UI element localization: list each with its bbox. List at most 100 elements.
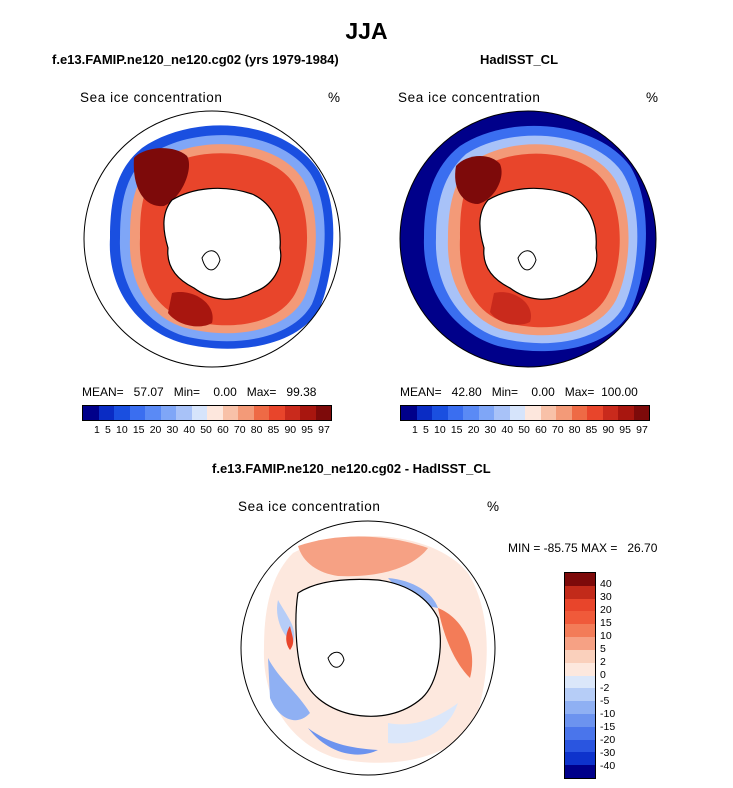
diff-minmax: MIN = -85.75 MAX = 26.70 bbox=[508, 541, 658, 555]
cbar-box bbox=[556, 406, 572, 420]
cbar-box bbox=[565, 675, 595, 689]
right-units-label: % bbox=[646, 90, 659, 105]
right-panel-subtitle: HadISST_CL bbox=[480, 52, 559, 67]
cbar-box bbox=[114, 406, 130, 420]
cbar-box bbox=[565, 637, 595, 650]
cbar-box bbox=[129, 406, 145, 420]
cbar-box bbox=[83, 406, 99, 420]
cbar-tick: 2 bbox=[600, 656, 606, 668]
cbar-tick: 15 bbox=[600, 617, 612, 629]
right-polar-map bbox=[398, 108, 658, 370]
cbar-tick: 10 bbox=[434, 424, 446, 436]
cbar-tick: 30 bbox=[166, 424, 179, 436]
diff-variable-label: Sea ice concentration bbox=[238, 499, 381, 514]
cbar-box bbox=[565, 611, 595, 625]
cbar-tick: 90 bbox=[602, 424, 615, 436]
cbar-box bbox=[269, 406, 285, 420]
cbar-tick: 40 bbox=[501, 424, 514, 436]
cbar-tick: 10 bbox=[600, 630, 612, 642]
cbar-box bbox=[587, 406, 603, 420]
cbar-box bbox=[525, 406, 541, 420]
cbar-tick: 60 bbox=[535, 424, 547, 436]
right-colorbar bbox=[400, 405, 650, 421]
cbar-box bbox=[207, 406, 223, 420]
cbar-box bbox=[540, 406, 556, 420]
cbar-box bbox=[509, 406, 525, 420]
cbar-box bbox=[565, 649, 595, 663]
figure-title: JJA bbox=[345, 18, 388, 44]
cbar-tick: 40 bbox=[183, 424, 196, 436]
cbar-tick: 15 bbox=[132, 424, 145, 436]
cbar-tick: 50 bbox=[200, 424, 212, 436]
right-colorbar-ticks: 1 5 10 15 20 30 40 50 60 70 80 85 90 95 … bbox=[412, 424, 648, 436]
cbar-box bbox=[565, 662, 595, 676]
cbar-box bbox=[222, 406, 238, 420]
left-colorbar-ticks: 1 5 10 15 20 30 40 50 60 70 80 85 90 95 … bbox=[94, 424, 330, 436]
cbar-box bbox=[494, 406, 510, 420]
cbar-tick: 20 bbox=[600, 604, 612, 616]
cbar-tick: 85 bbox=[585, 424, 598, 436]
cbar-box bbox=[447, 406, 463, 420]
cbar-tick: 50 bbox=[518, 424, 530, 436]
cbar-box bbox=[432, 406, 448, 420]
cbar-tick: 60 bbox=[217, 424, 229, 436]
left-variable-label: Sea ice concentration bbox=[80, 90, 223, 105]
cbar-box bbox=[565, 598, 595, 612]
cbar-tick: 97 bbox=[636, 424, 648, 436]
cbar-tick: 20 bbox=[149, 424, 162, 436]
cbar-tick: -15 bbox=[600, 721, 616, 733]
cbar-tick: 15 bbox=[450, 424, 463, 436]
cbar-tick: 5 bbox=[105, 424, 111, 436]
cbar-box bbox=[478, 406, 494, 420]
cbar-tick: 1 bbox=[412, 424, 418, 436]
diff-colorbar bbox=[564, 572, 596, 779]
cbar-box bbox=[565, 713, 595, 727]
left-units-label: % bbox=[328, 90, 341, 105]
cbar-tick: 5 bbox=[600, 643, 606, 655]
cbar-box bbox=[176, 406, 192, 420]
cbar-box bbox=[602, 406, 618, 420]
cbar-box bbox=[565, 585, 595, 599]
cbar-box bbox=[571, 406, 587, 420]
cbar-box bbox=[315, 406, 331, 420]
cbar-box bbox=[253, 406, 269, 420]
left-polar-map bbox=[82, 108, 342, 370]
right-stats: MEAN= 42.80 Min= 0.00 Max= 100.00 bbox=[400, 385, 638, 399]
cbar-tick: 97 bbox=[318, 424, 330, 436]
cbar-tick: 70 bbox=[551, 424, 564, 436]
cbar-tick: 40 bbox=[600, 578, 612, 590]
cbar-tick: -20 bbox=[600, 734, 616, 746]
cbar-box bbox=[565, 739, 595, 753]
cbar-box bbox=[633, 406, 649, 420]
diff-panel-subtitle: f.e13.FAMIP.ne120_ne120.cg02 - HadISST_C… bbox=[212, 461, 491, 476]
cbar-box bbox=[565, 624, 595, 638]
cbar-tick: 0 bbox=[600, 669, 606, 681]
cbar-tick: -30 bbox=[600, 747, 616, 759]
cbar-tick: 10 bbox=[116, 424, 128, 436]
cbar-tick: 90 bbox=[284, 424, 297, 436]
cbar-box bbox=[98, 406, 114, 420]
cbar-tick: -5 bbox=[600, 695, 610, 707]
left-stats: MEAN= 57.07 Min= 0.00 Max= 99.38 bbox=[82, 385, 317, 399]
cbar-tick: 85 bbox=[267, 424, 280, 436]
cbar-tick: 80 bbox=[568, 424, 581, 436]
cbar-box bbox=[416, 406, 432, 420]
cbar-box bbox=[191, 406, 207, 420]
cbar-box bbox=[565, 688, 595, 702]
cbar-tick: 20 bbox=[467, 424, 480, 436]
right-variable-label: Sea ice concentration bbox=[398, 90, 541, 105]
cbar-box bbox=[284, 406, 300, 420]
cbar-box bbox=[300, 406, 316, 420]
diff-colorbar-ticks: 40 30 20 15 10 5 2 0 -2 -5 -10 -15 -20 -… bbox=[600, 578, 615, 772]
diff-units-label: % bbox=[487, 499, 500, 514]
left-panel-subtitle: f.e13.FAMIP.ne120_ne120.cg02 (yrs 1979-1… bbox=[52, 52, 339, 67]
cbar-tick: 30 bbox=[484, 424, 497, 436]
cbar-box bbox=[238, 406, 254, 420]
diff-polar-map bbox=[238, 518, 498, 778]
cbar-tick: 5 bbox=[423, 424, 429, 436]
cbar-box bbox=[565, 573, 595, 586]
left-colorbar bbox=[82, 405, 332, 421]
cbar-box bbox=[160, 406, 176, 420]
cbar-box bbox=[463, 406, 479, 420]
cbar-box bbox=[401, 406, 417, 420]
